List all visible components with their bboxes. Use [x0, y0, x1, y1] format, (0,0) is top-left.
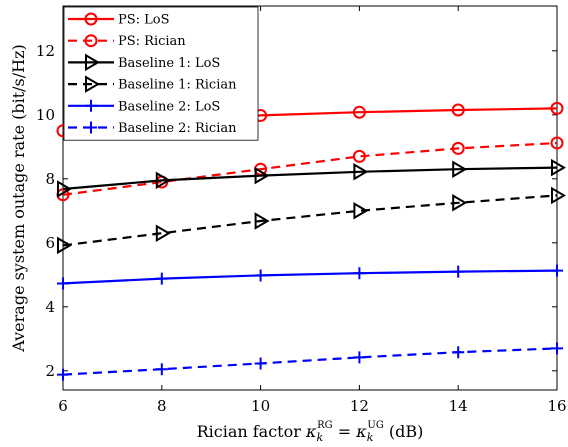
data-point — [254, 166, 270, 185]
x-axis-label-sub-2: k — [367, 431, 374, 444]
data-point — [452, 194, 468, 212]
x-axis-label-prefix: Rician factor — [197, 422, 306, 441]
x-axis-label-sup-2: UG — [367, 420, 383, 431]
series-5 — [57, 342, 563, 381]
legend-marker — [85, 121, 97, 134]
data-point — [452, 265, 465, 278]
data-point — [551, 158, 566, 177]
data-point — [550, 101, 564, 115]
y-tick-label: 6 — [45, 234, 55, 252]
data-point — [155, 224, 171, 242]
data-point — [254, 269, 267, 282]
y-tick-label: 10 — [36, 106, 55, 124]
legend-label: PS: Rician — [118, 34, 186, 49]
legend-marker — [84, 12, 98, 26]
data-point — [352, 105, 366, 119]
data-point — [452, 160, 468, 178]
legend: PS: LoS PS: Rician Baseline 1: LoS Baseline… — [63, 6, 259, 141]
data-point — [57, 277, 69, 290]
legend-label: PS: LoS — [118, 13, 170, 28]
x-axis-label-kappa-1: κ — [305, 422, 317, 441]
legend-box — [63, 6, 259, 141]
legend-marker — [85, 53, 100, 72]
data-point — [353, 202, 369, 220]
x-axis-label-kappa-2: κ — [355, 422, 367, 441]
y-axis-label: Average system outage rate (bit/s/Hz) — [9, 44, 28, 353]
data-point — [551, 264, 563, 277]
x-tick-label: 16 — [547, 397, 566, 415]
data-point — [155, 171, 171, 190]
axis-ticks: 6 8 10 12 14 16 2 4 6 8 10 12 — [36, 6, 567, 415]
data-point — [551, 342, 563, 355]
data-point — [451, 103, 465, 117]
y-tick-label: 12 — [36, 42, 55, 60]
data-point — [353, 163, 369, 181]
series-line — [62, 269, 558, 285]
data-point — [550, 136, 564, 150]
legend-marker — [85, 75, 100, 93]
x-axis-label-sub-1: k — [316, 431, 323, 444]
series-line — [62, 194, 558, 247]
legend-label: Baseline 2: Rician — [118, 121, 237, 136]
data-point — [551, 186, 566, 205]
series-line — [62, 347, 558, 376]
x-axis-label-equals: = — [333, 422, 357, 441]
data-point — [155, 363, 168, 376]
series-2 — [57, 158, 566, 198]
data-point — [452, 346, 465, 359]
data-point — [352, 149, 366, 163]
y-tick-label: 4 — [45, 298, 55, 316]
data-point — [353, 351, 366, 364]
x-tick-label: 12 — [350, 397, 369, 415]
data-point — [254, 357, 267, 370]
x-tick-label: 8 — [157, 397, 167, 415]
series-3 — [57, 186, 566, 255]
data-point — [353, 267, 366, 280]
legend-label: Baseline 1: Rician — [118, 78, 237, 93]
data-point — [155, 272, 168, 285]
data-point — [57, 236, 72, 255]
x-axis-label-sup-1: RG — [317, 420, 333, 431]
x-tick-label: 6 — [58, 397, 68, 415]
legend-label: Baseline 2: LoS — [118, 99, 220, 114]
series-layer — [56, 101, 566, 381]
legend-label: Baseline 1: LoS — [118, 56, 220, 71]
data-point — [254, 212, 270, 230]
x-axis-label: Rician factor κkRG = κkUG (dB) — [197, 420, 424, 444]
data-point — [57, 368, 69, 381]
legend-marker — [84, 34, 98, 48]
series-line — [62, 166, 558, 191]
legend-marker — [85, 99, 97, 112]
data-point — [57, 180, 72, 198]
y-tick-label: 8 — [45, 170, 55, 188]
y-tick-label: 2 — [45, 362, 55, 380]
data-point — [451, 141, 465, 155]
series-line — [62, 141, 558, 196]
x-tick-label: 14 — [449, 397, 468, 415]
x-axis-label-unit: (dB) — [384, 422, 424, 441]
series-4 — [57, 264, 563, 290]
x-tick-label: 10 — [251, 397, 270, 415]
